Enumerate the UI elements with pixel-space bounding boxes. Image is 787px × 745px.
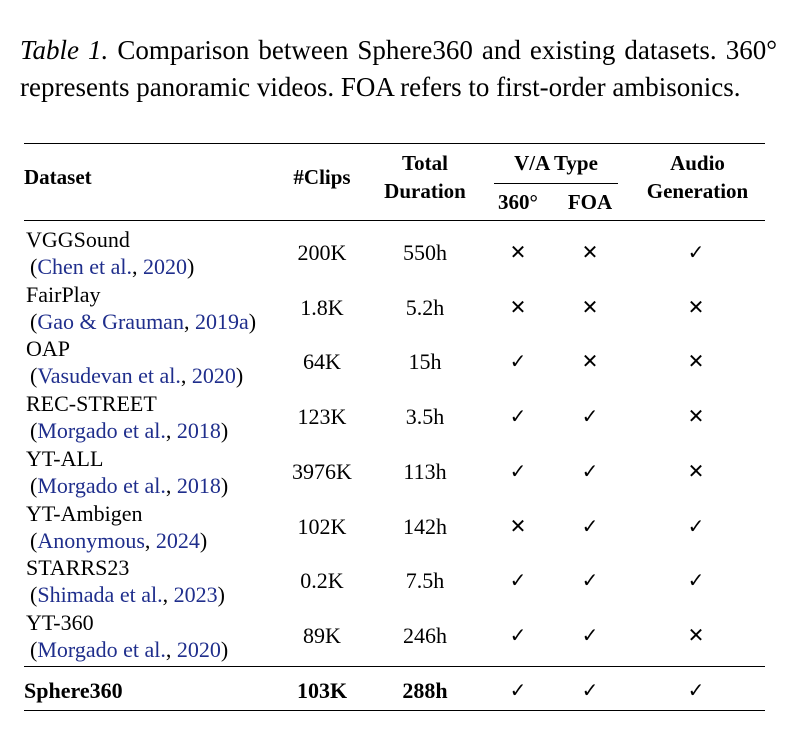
- dataset-name: YT-ALL: [26, 445, 104, 471]
- citation-authors[interactable]: Chen et al.: [37, 254, 133, 279]
- table-caption: Table 1. Comparison between Sphere360 an…: [20, 32, 777, 106]
- final-row-separator: [24, 666, 765, 667]
- citation-year[interactable]: 2019a: [194, 308, 249, 334]
- header-audio-line2: Generation: [646, 179, 749, 203]
- table-bottom-rule: [24, 710, 765, 711]
- dataset-name: FairPlay: [26, 281, 101, 307]
- citation-authors[interactable]: Morgado et al.: [37, 472, 166, 498]
- clips-cell: 123K: [297, 404, 347, 430]
- v360-cell: ✕: [509, 513, 527, 538]
- dataset-citation[interactable]: (Morgado et al., 2018): [30, 472, 229, 498]
- clips-cell: 3976K: [292, 458, 352, 484]
- caption-label: Table 1.: [20, 35, 109, 65]
- va-type-rule: [494, 183, 618, 184]
- duration-cell: 113h: [403, 458, 447, 484]
- clips-cell: 64K: [303, 349, 341, 375]
- citation-year[interactable]: 2018: [176, 472, 221, 498]
- citation-year[interactable]: 2018: [176, 418, 221, 444]
- duration-cell: 7.5h: [405, 568, 445, 594]
- citation-authors[interactable]: Vasudevan et al.: [37, 363, 181, 389]
- dataset-citation[interactable]: (Morgado et al., 2018): [30, 418, 229, 444]
- table-top-rule: [24, 143, 765, 144]
- header-clips: #Clips: [293, 165, 351, 189]
- final-row-foa: ✓: [581, 678, 599, 702]
- duration-cell: 3.5h: [405, 404, 445, 430]
- foa-cell: ✓: [581, 513, 599, 538]
- citation-authors[interactable]: Shimada et al.: [37, 582, 163, 608]
- citation-year[interactable]: 2023: [173, 582, 218, 608]
- dataset-name: STARRS23: [26, 555, 130, 581]
- clips-cell: 1.8K: [300, 294, 344, 320]
- dataset-name: REC-STREET: [26, 391, 157, 417]
- header-dataset: Dataset: [24, 165, 92, 189]
- v360-cell: ✓: [509, 622, 527, 647]
- v360-cell: ✕: [509, 294, 527, 319]
- final-row-clips: 103K: [296, 678, 348, 703]
- dataset-name: YT-360: [26, 609, 94, 635]
- duration-cell: 550h: [403, 240, 447, 265]
- header-audio-line1: Audio: [670, 151, 725, 175]
- dataset-citation[interactable]: (Anonymous, 2024): [30, 527, 208, 553]
- citation-authors[interactable]: Gao & Grauman: [37, 308, 184, 334]
- foa-cell: ✓: [581, 622, 599, 647]
- citation-authors[interactable]: Anonymous: [37, 527, 145, 553]
- v360-cell: ✓: [509, 568, 527, 593]
- audio-cell: ✓: [687, 240, 705, 264]
- dataset-citation[interactable]: (Chen et al., 2020): [30, 254, 195, 279]
- dataset-citation[interactable]: (Morgado et al., 2020): [30, 636, 229, 662]
- v360-cell: ✓: [509, 349, 527, 374]
- duration-cell: 142h: [403, 513, 447, 539]
- foa-cell: ✕: [581, 294, 599, 319]
- audio-cell: ✓: [687, 568, 705, 593]
- header-total-line2: Duration: [384, 179, 466, 203]
- foa-cell: ✓: [581, 404, 599, 429]
- caption-text: Comparison between Sphere360 and existin…: [20, 35, 777, 102]
- dataset-citation[interactable]: (Gao & Grauman, 2019a): [30, 308, 257, 334]
- citation-authors[interactable]: Morgado et al.: [37, 418, 166, 444]
- citation-year[interactable]: 2020: [143, 254, 188, 279]
- final-row-duration: 288h: [402, 678, 448, 703]
- final-row-name: Sphere360: [24, 678, 123, 703]
- dataset-citation[interactable]: (Shimada et al., 2023): [30, 582, 225, 608]
- audio-cell: ✕: [687, 349, 705, 374]
- clips-cell: 0.2K: [300, 568, 344, 594]
- audio-cell: ✕: [687, 622, 705, 647]
- final-row-audio: ✓: [687, 678, 705, 702]
- clips-cell: 200K: [297, 240, 347, 265]
- citation-authors[interactable]: Morgado et al.: [37, 636, 166, 662]
- header-va-type: V/A Type: [514, 151, 598, 175]
- audio-cell: ✓: [687, 513, 705, 538]
- duration-cell: 246h: [403, 622, 447, 648]
- citation-year[interactable]: 2024: [155, 527, 200, 553]
- dataset-citation[interactable]: (Vasudevan et al., 2020): [30, 363, 244, 389]
- foa-cell: ✕: [581, 349, 599, 374]
- dataset-name: OAP: [26, 336, 71, 362]
- dataset-name: YT-Ambigen: [26, 500, 143, 526]
- v360-cell: ✓: [509, 458, 527, 483]
- foa-cell: ✕: [581, 240, 599, 264]
- citation-year[interactable]: 2020: [191, 363, 236, 389]
- v360-cell: ✕: [509, 240, 527, 264]
- header-foa: FOA: [567, 190, 613, 214]
- clips-cell: 89K: [303, 622, 341, 648]
- final-row-360: ✓: [509, 678, 527, 702]
- foa-cell: ✓: [581, 458, 599, 483]
- dataset-name: VGGSound: [26, 227, 130, 252]
- citation-year[interactable]: 2020: [176, 636, 221, 662]
- header-360: 360°: [498, 190, 538, 214]
- audio-cell: ✕: [687, 404, 705, 429]
- audio-cell: ✕: [687, 458, 705, 483]
- header-bottom-rule: [24, 220, 765, 221]
- duration-cell: 5.2h: [405, 294, 445, 320]
- v360-cell: ✓: [509, 404, 527, 429]
- clips-cell: 102K: [297, 513, 347, 539]
- header-total-line1: Total: [402, 151, 448, 175]
- foa-cell: ✓: [581, 568, 599, 593]
- duration-cell: 15h: [408, 349, 442, 375]
- audio-cell: ✕: [687, 294, 705, 319]
